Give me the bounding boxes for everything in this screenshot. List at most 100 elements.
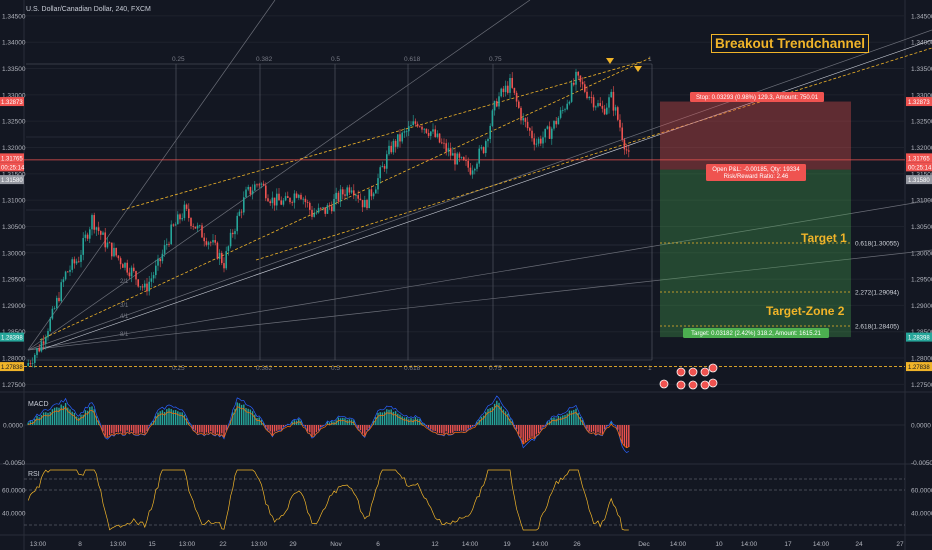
macd-bar bbox=[177, 411, 179, 425]
price-tick-label: 1.30500 bbox=[911, 224, 932, 231]
macd-bar bbox=[311, 425, 313, 436]
macd-bar bbox=[485, 411, 487, 425]
macd-bar bbox=[537, 425, 540, 434]
candle-body bbox=[617, 107, 619, 120]
open-pl-label-bg bbox=[706, 164, 806, 181]
macd-bar bbox=[117, 425, 120, 433]
candle-body bbox=[238, 211, 241, 216]
macd-bar bbox=[236, 402, 238, 425]
macd-bar bbox=[388, 409, 390, 425]
macd-bar bbox=[339, 418, 342, 425]
rsi-tick-label: 60.0000 bbox=[911, 488, 932, 495]
candle-body bbox=[410, 125, 412, 127]
macd-bar bbox=[146, 425, 148, 432]
price-badge bbox=[906, 97, 932, 107]
macd-tick-label: 0.0000 bbox=[911, 423, 931, 430]
time-tick-label: 14:00 bbox=[813, 541, 830, 548]
macd-bar bbox=[603, 425, 606, 430]
candle-body bbox=[471, 170, 474, 175]
candle-body bbox=[260, 183, 263, 185]
candle-body bbox=[493, 101, 496, 111]
candle-body bbox=[570, 82, 573, 102]
candle-body bbox=[496, 101, 498, 107]
candle-body bbox=[436, 133, 439, 137]
macd-bar bbox=[201, 425, 203, 433]
macd-bar bbox=[38, 417, 40, 425]
time-tick-label: Dec bbox=[638, 541, 650, 548]
macd-bar bbox=[507, 413, 509, 425]
macd-bar bbox=[148, 425, 150, 427]
candle-body bbox=[82, 237, 84, 255]
macd-bar bbox=[150, 422, 153, 425]
price-badge-left-text: 1.31580 bbox=[1, 178, 23, 184]
candle-body bbox=[45, 337, 47, 344]
candle-body bbox=[155, 265, 157, 276]
macd-bar bbox=[357, 425, 359, 429]
candle-body bbox=[557, 117, 560, 125]
candle-body bbox=[122, 264, 124, 268]
candle-body bbox=[489, 125, 491, 140]
macd-bar bbox=[95, 416, 98, 425]
price-tick-label-left: 1.32500 bbox=[2, 119, 26, 126]
candle-body bbox=[625, 149, 628, 151]
peak-marker-icon bbox=[606, 58, 614, 64]
macd-bar bbox=[203, 425, 205, 435]
fib-top-label: 0.75 bbox=[489, 56, 502, 63]
macd-bar bbox=[458, 425, 461, 432]
macd-bar bbox=[91, 406, 93, 425]
macd-bar bbox=[403, 417, 406, 425]
macd-bar bbox=[276, 425, 278, 431]
candle-body bbox=[414, 121, 417, 124]
candle-body bbox=[56, 297, 58, 309]
macd-bar bbox=[390, 409, 392, 425]
time-tick-label: 6 bbox=[376, 541, 380, 548]
chart-title-annotation[interactable]: Breakout Trendchannel bbox=[711, 34, 870, 53]
candle-body bbox=[568, 101, 571, 104]
candle-body bbox=[236, 215, 238, 232]
candle-body bbox=[394, 140, 397, 147]
gann-fan-line bbox=[27, 0, 276, 351]
macd-bar bbox=[447, 425, 450, 434]
candle-body bbox=[53, 308, 56, 310]
macd-label: MACD bbox=[28, 401, 49, 408]
macd-bar bbox=[557, 415, 560, 425]
candle-body bbox=[84, 234, 87, 238]
candle-body bbox=[256, 184, 258, 186]
rsi-tick-label: 40.0000 bbox=[911, 511, 932, 518]
candle-body bbox=[324, 207, 326, 214]
time-tick-label: 10 bbox=[715, 541, 723, 548]
macd-bar bbox=[144, 425, 146, 434]
macd-bar bbox=[518, 425, 520, 435]
macd-bar bbox=[251, 411, 254, 425]
candle-body bbox=[201, 225, 203, 238]
candle-body bbox=[152, 275, 155, 279]
gann-fan-label: 8/1 bbox=[120, 332, 129, 338]
candle-body bbox=[603, 108, 606, 115]
price-badge-text: 1.32873 bbox=[908, 100, 930, 106]
candle-body bbox=[416, 123, 419, 127]
macd-bar bbox=[254, 414, 256, 425]
candle-body bbox=[460, 157, 463, 158]
candle-body bbox=[370, 189, 373, 197]
macd-bar bbox=[394, 411, 397, 425]
macd-bar bbox=[93, 409, 95, 425]
macd-bar bbox=[410, 418, 412, 425]
time-tick-label: 22 bbox=[219, 541, 227, 548]
candle-body bbox=[49, 318, 51, 332]
macd-bar bbox=[366, 425, 368, 431]
candle-body bbox=[379, 167, 381, 179]
macd-bar bbox=[273, 425, 276, 432]
candle-body bbox=[445, 143, 447, 152]
candle-body bbox=[531, 130, 533, 139]
target-zone bbox=[660, 169, 851, 338]
price-tick-label: 1.28000 bbox=[911, 356, 932, 363]
macd-bar bbox=[438, 425, 441, 434]
macd-bar bbox=[232, 412, 234, 425]
price-tick-label-left: 1.27500 bbox=[2, 382, 26, 389]
macd-bar bbox=[166, 409, 168, 425]
macd-bar bbox=[212, 425, 214, 434]
fib-ext-label: 2.272(1.29094) bbox=[855, 290, 899, 297]
macd-bar bbox=[445, 425, 447, 432]
price-tick-label: 1.32500 bbox=[911, 119, 932, 126]
